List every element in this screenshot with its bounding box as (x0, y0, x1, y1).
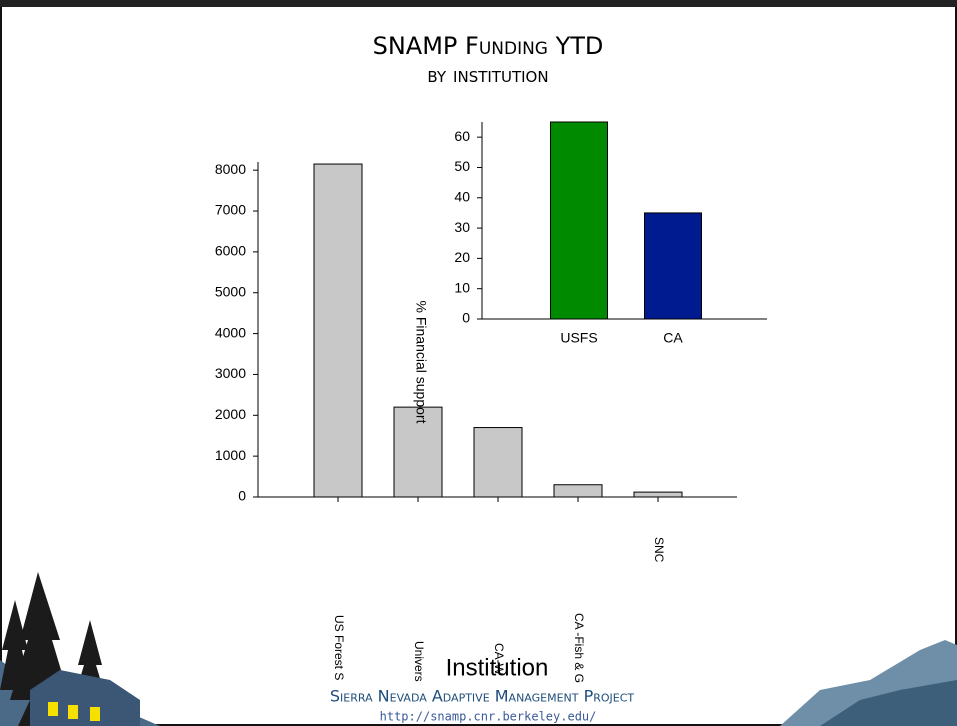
y-tick-label: 2000 (215, 406, 246, 422)
x-axis-label: Institution (446, 654, 549, 681)
y-tick-label: 6000 (215, 243, 246, 259)
y-axis-label: % Financial support (413, 301, 429, 424)
bar (474, 428, 522, 497)
slide: SNAMP Funding YTD by institution Sierra … (0, 0, 957, 726)
y-tick-label: 0 (462, 310, 470, 326)
y-tick-label: 30 (454, 219, 470, 235)
x-tick-label: CA -Fish & G (572, 613, 586, 683)
y-tick-label: 40 (454, 188, 470, 204)
y-tick-label: 3000 (215, 365, 246, 381)
y-tick-label: 50 (454, 158, 470, 174)
y-tick-label: 10 (454, 279, 470, 295)
bar (634, 492, 682, 497)
footer-project: Sierra Nevada Adaptive Management Projec… (330, 687, 635, 706)
y-tick-label: 60 (454, 128, 470, 144)
title: SNAMP Funding YTD (373, 32, 604, 60)
y-tick-label: 0 (238, 488, 246, 504)
x-tick-label: SNC (652, 537, 666, 563)
footer-url: http://snamp.cnr.berkeley.edu/ (380, 710, 597, 724)
x-tick-label: Univers (412, 641, 426, 682)
x-tick-label: US Forest S (332, 615, 346, 680)
top-bar (0, 0, 957, 7)
y-tick-label: 7000 (215, 202, 246, 218)
bar (314, 164, 362, 497)
bar (551, 122, 608, 319)
bar (554, 485, 602, 497)
y-tick-label: 1000 (215, 447, 246, 463)
subtitle: by institution (427, 63, 548, 88)
bar (645, 213, 702, 319)
y-tick-label: 5000 (215, 283, 246, 299)
y-tick-label: 4000 (215, 324, 246, 340)
y-tick-label: 8000 (215, 161, 246, 177)
y-tick-label: 20 (454, 249, 470, 265)
page: SNAMP Funding YTD by institution Sierra … (0, 0, 957, 726)
x-tick-label: CA (663, 330, 683, 346)
background (0, 0, 957, 726)
x-tick-label: USFS (560, 330, 597, 346)
